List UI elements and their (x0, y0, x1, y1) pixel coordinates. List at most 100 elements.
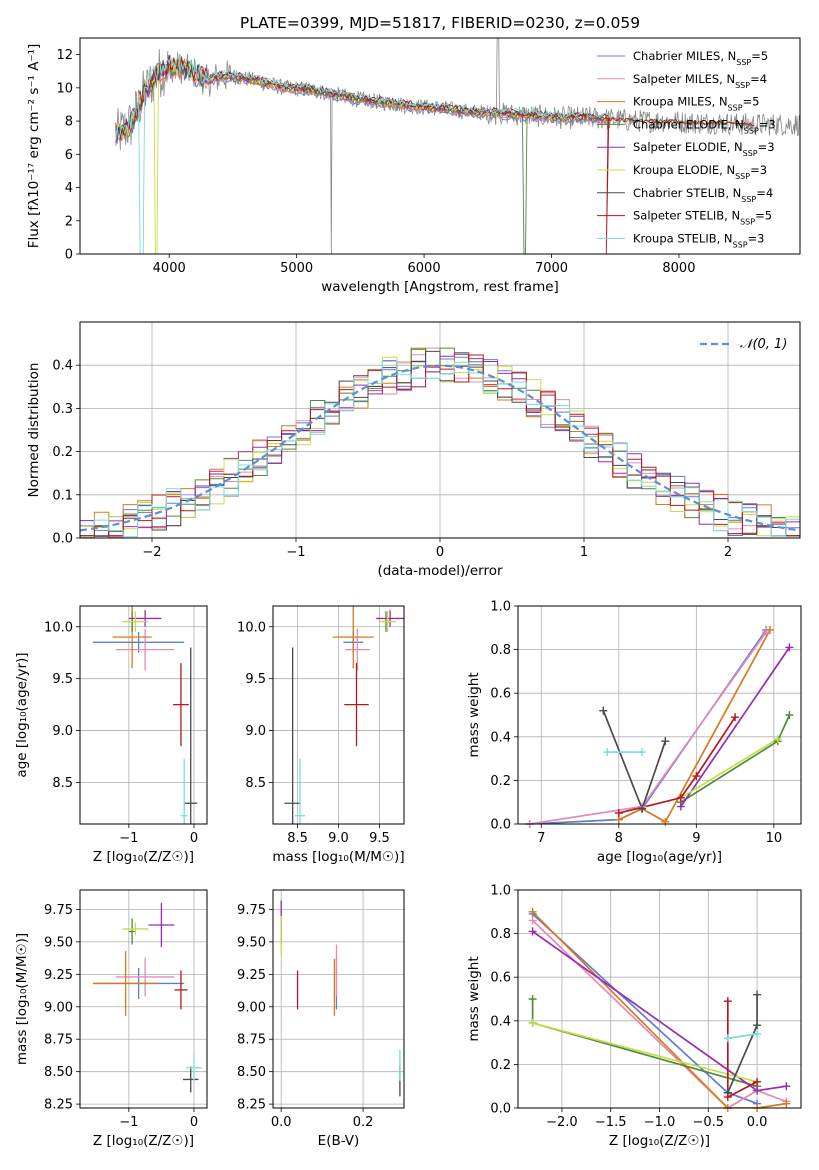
weight-series-line (618, 716, 736, 814)
weight-point-marker (528, 1018, 537, 1027)
legend-subscript: SSP (735, 80, 750, 89)
x-tick-label: −1 (286, 545, 305, 560)
x-tick-label: −2.0 (546, 1115, 578, 1130)
y-axis-label: mass weight (466, 956, 482, 1041)
model-spectrum-line (115, 55, 609, 254)
weight-series-line (529, 631, 767, 824)
y-axis-label: Normed distribution (26, 363, 42, 498)
legend-nssp: =3 (748, 231, 765, 245)
legend-entry: Chabrier STELIB, NSSP=4 (633, 186, 773, 204)
error-point (115, 628, 175, 671)
weight-point-marker (676, 793, 685, 802)
legend-subscript: SSP (735, 172, 750, 181)
axes-frame (517, 889, 802, 1109)
x-tick-label: −0.5 (693, 1115, 725, 1130)
panel-spectrum: 4000 5000 6000 7000 8000 0 2 4 6 8 10 12 wavelength … (26, 37, 801, 295)
panel-mass-vs-EBV: 0.0 0.2 8.25 8.50 8.75 9.00 9.25 9.50 9.75 E(B-V) (237, 889, 405, 1149)
weight-point-marker (723, 997, 732, 1006)
x-tick-label: −1 (119, 1115, 138, 1130)
axes-frame (272, 605, 405, 825)
weight-point-marker (773, 734, 782, 743)
weight-series-line (602, 710, 667, 812)
y-axis-label: mass weight (466, 672, 482, 757)
error-point (345, 628, 370, 671)
x-tick-label: 0.2 (353, 1115, 374, 1130)
y-tick-label: 0.2 (490, 774, 511, 789)
weight-point-marker (692, 772, 701, 781)
weight-point-marker (753, 990, 762, 999)
y-tick-label: 9.00 (237, 1000, 266, 1015)
y-tick-label: 9.25 (237, 968, 266, 983)
error-point (122, 922, 149, 936)
weight-point-marker (528, 907, 537, 916)
weight-point-marker (753, 1021, 762, 1030)
x-axis-label: (data-model)/error (377, 563, 503, 579)
histogram-series (80, 354, 800, 537)
x-tick-label: 9.5 (369, 831, 390, 846)
legend-nssp: =5 (743, 95, 760, 109)
y-tick-label: 2 (65, 214, 73, 229)
legend-subscript: SSP (744, 126, 759, 135)
x-tick-label: −1.5 (595, 1115, 627, 1130)
x-tick-label: 7000 (535, 261, 568, 276)
weight-point-marker (528, 927, 537, 936)
legend-entry: 𝒩(0, 1) (740, 337, 787, 352)
error-point (93, 950, 159, 1016)
x-axis-label: Z [log₁₀(Z/Z☉)] (93, 1133, 194, 1149)
y-tick-label: 1.0 (490, 884, 511, 899)
weight-point-marker (528, 916, 537, 925)
weight-point-marker (723, 1034, 732, 1043)
y-tick-label: 9.0 (245, 724, 266, 739)
y-tick-label: 0.4 (490, 730, 511, 745)
panel-age-vs-mass: 8.5 9.0 9.5 8.5 9.0 9.5 10.0 mass [log₁₀(M/M☉)] (237, 605, 405, 865)
y-tick-label: 0 (65, 248, 73, 263)
x-tick-label: −2 (142, 545, 161, 560)
plot-area (80, 347, 800, 538)
x-axis-label: Z [log₁₀(Z/Z☉)] (609, 1133, 710, 1149)
legend: Chabrier MILES, NSSP=5 Salpeter MILES, NS… (597, 49, 776, 249)
x-tick-label: 8 (615, 831, 623, 846)
weight-point-marker (603, 748, 612, 757)
y-tick-label: 0.6 (490, 971, 511, 986)
x-tick-label: 0 (190, 1115, 198, 1130)
y-axis-label: age [log₁₀(age/yr)] (14, 652, 30, 777)
weight-point-marker (753, 1086, 762, 1095)
error-point (182, 1066, 199, 1093)
weight-series-line (680, 646, 791, 808)
legend-subscript: SSP (736, 58, 751, 67)
legend-subscript: SSP (740, 217, 755, 226)
x-tick-label: −1 (119, 831, 138, 846)
weight-series-line (532, 919, 787, 1108)
legend-nssp: =4 (756, 186, 773, 200)
legend-entry: Salpeter MILES, NSSP=4 (633, 72, 767, 90)
legend-subscript: SSP (733, 240, 748, 249)
weight-point-marker (785, 711, 794, 719)
axes-frame (272, 889, 405, 1109)
weight-point-marker (676, 802, 685, 811)
plot-area (529, 629, 791, 824)
weight-point-marker (528, 995, 537, 1003)
axes-frame (517, 605, 802, 825)
legend-entry: Kroupa MILES, NSSP=5 (633, 95, 759, 113)
legend-nssp: =3 (759, 117, 776, 131)
y-tick-label: 4 (65, 181, 73, 196)
x-axis-label: age [log₁₀(age/yr)] (597, 849, 722, 865)
weight-point-marker (723, 1093, 732, 1102)
x-axis-label: E(B-V) (318, 1133, 360, 1149)
error-point (379, 611, 396, 632)
legend-nssp: =3 (758, 140, 775, 154)
x-tick-label: 10 (766, 831, 783, 846)
y-tick-label: 9.75 (44, 903, 73, 918)
legend-entry: Salpeter ELODIE, NSSP=3 (633, 140, 775, 158)
y-tick-label: 8.50 (237, 1065, 266, 1080)
error-point (184, 647, 198, 824)
error-point (128, 918, 136, 945)
legend-entry: Chabrier MILES, NSSP=5 (633, 49, 768, 67)
error-point (128, 610, 162, 627)
y-tick-label: 0.4 (490, 1014, 511, 1029)
y-tick-label: 0.6 (490, 687, 511, 702)
y-tick-label: 6 (65, 148, 73, 163)
y-tick-label: 8.5 (245, 776, 266, 791)
panel-age-vs-Z: −1 0 8.5 9.0 9.5 10.0 Z [log₁₀(Z/Z☉)] age [log₁… (14, 605, 208, 865)
x-tick-label: 7 (537, 831, 545, 846)
